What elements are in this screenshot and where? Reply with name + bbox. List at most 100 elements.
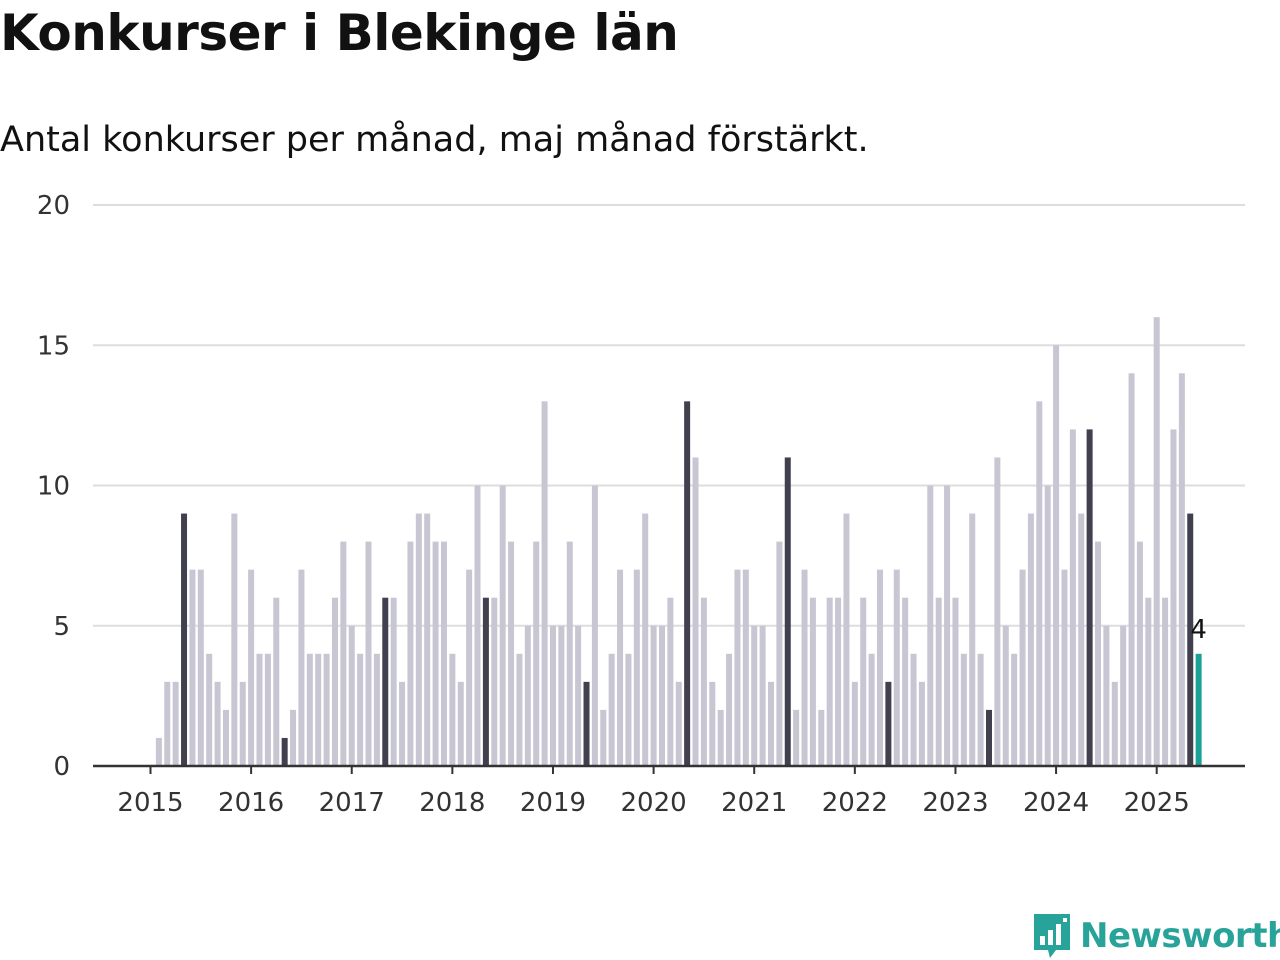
bar xyxy=(181,513,188,766)
x-tick-label: 2020 xyxy=(621,788,687,818)
bar xyxy=(315,653,322,766)
bar xyxy=(851,681,858,766)
bar xyxy=(700,597,707,766)
bar xyxy=(1044,485,1051,766)
bar xyxy=(784,457,791,766)
bar xyxy=(1061,569,1068,766)
bar xyxy=(533,541,540,766)
bar xyxy=(818,709,825,766)
bar xyxy=(189,569,196,766)
bar xyxy=(390,597,397,766)
bar xyxy=(491,597,498,766)
bar xyxy=(1078,513,1085,766)
x-tick-label: 2022 xyxy=(822,788,888,818)
bar xyxy=(944,485,951,766)
bar xyxy=(273,597,280,766)
bar xyxy=(281,737,288,766)
bar xyxy=(692,457,699,766)
bar xyxy=(365,541,372,766)
bar xyxy=(1011,653,1018,766)
bar xyxy=(583,681,590,766)
bar xyxy=(222,709,229,766)
bar xyxy=(918,681,925,766)
bar xyxy=(977,653,984,766)
x-tick-label: 2021 xyxy=(721,788,787,818)
bar xyxy=(927,485,934,766)
bar xyxy=(986,709,992,766)
bar xyxy=(960,653,967,766)
bar xyxy=(231,513,238,766)
bar xyxy=(382,597,389,766)
bar xyxy=(566,541,573,766)
bar xyxy=(776,541,783,766)
x-tick-label: 2015 xyxy=(117,788,183,818)
bar xyxy=(424,513,431,766)
bar xyxy=(617,569,624,766)
bar xyxy=(357,653,364,766)
y-tick-label: 15 xyxy=(37,331,70,361)
bar xyxy=(726,653,733,766)
y-tick-label: 5 xyxy=(53,612,70,642)
bar xyxy=(1103,625,1110,766)
y-tick-label: 10 xyxy=(37,472,70,502)
bar xyxy=(835,597,842,766)
bar xyxy=(1120,625,1127,766)
bar xyxy=(482,597,489,766)
bar xyxy=(591,485,598,766)
bar xyxy=(298,569,305,766)
bar xyxy=(440,541,447,766)
bar xyxy=(893,569,900,766)
bar xyxy=(373,653,380,766)
bar xyxy=(1178,373,1185,766)
bar xyxy=(399,681,406,766)
bar xyxy=(1002,625,1009,766)
bar xyxy=(508,541,515,766)
x-tick-label: 2018 xyxy=(419,788,485,818)
bar xyxy=(843,513,850,766)
bar xyxy=(717,709,724,766)
bar xyxy=(1111,681,1118,766)
bar xyxy=(1036,401,1043,766)
x-tick-label: 2017 xyxy=(319,788,385,818)
bar xyxy=(1162,597,1169,766)
bar xyxy=(935,597,942,766)
bar xyxy=(734,569,741,766)
chart-title: Konkurser i Blekinge län xyxy=(0,4,679,62)
bar xyxy=(608,653,615,766)
bar xyxy=(474,485,481,766)
chart-subtitle: Antal konkurser per månad, maj månad för… xyxy=(0,120,869,160)
bar xyxy=(633,569,640,766)
bar xyxy=(1145,597,1152,766)
bar xyxy=(675,681,682,766)
bar xyxy=(164,681,171,766)
bar xyxy=(1086,429,1093,766)
bar-chart: 0 5 10 15 20 4 2015 2016 2017 2018 2019 2020 2021 202… xyxy=(37,191,1245,818)
bar xyxy=(1136,541,1143,766)
bar xyxy=(214,681,221,766)
bar xyxy=(256,653,263,766)
bar xyxy=(801,569,808,766)
bar xyxy=(1069,429,1076,766)
bar xyxy=(1019,569,1026,766)
bar xyxy=(415,513,422,766)
x-tick-label: 2025 xyxy=(1124,788,1190,818)
bar xyxy=(466,569,473,766)
bar xyxy=(172,681,179,766)
bar xyxy=(575,625,582,766)
x-tick-label: 2019 xyxy=(520,788,586,818)
bar xyxy=(667,597,674,766)
bar xyxy=(642,513,649,766)
bar xyxy=(860,597,867,766)
bar xyxy=(877,569,883,766)
bar xyxy=(1153,317,1160,766)
bar xyxy=(524,625,531,766)
bar xyxy=(558,625,565,766)
bar xyxy=(885,681,892,766)
newsworthy-logo: Newsworthy xyxy=(1032,912,1280,960)
bar xyxy=(348,625,355,766)
bar xyxy=(809,597,816,766)
bar xyxy=(432,541,439,766)
bar xyxy=(197,569,204,766)
bar xyxy=(1053,345,1060,766)
bar xyxy=(658,625,665,766)
